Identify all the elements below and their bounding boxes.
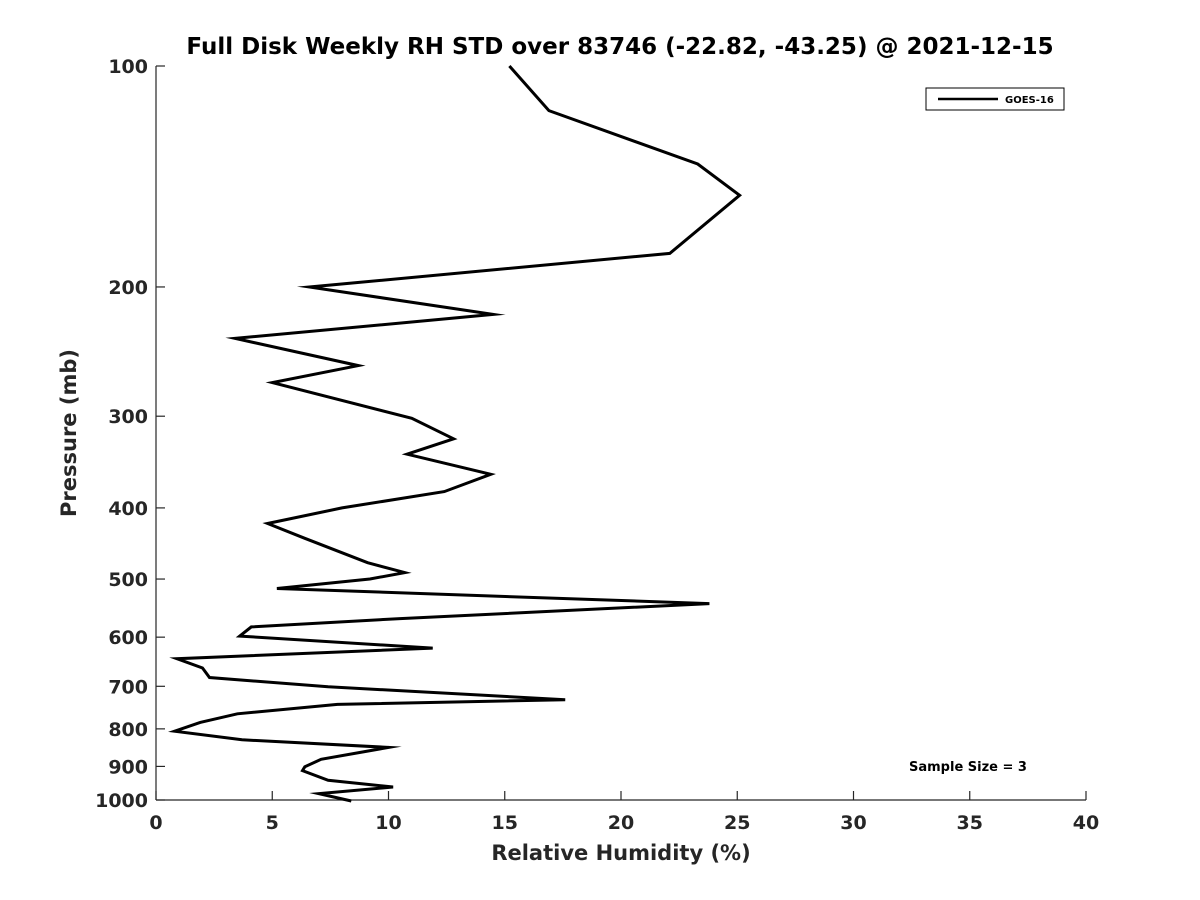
x-tick-label-40: 40	[1073, 812, 1099, 834]
x-tick-label-5: 5	[266, 812, 279, 834]
x-tick-label-30: 30	[840, 812, 866, 834]
y-tick-label-400: 400	[108, 498, 148, 520]
y-tick-label-900: 900	[108, 756, 148, 778]
y-tick-label-500: 500	[108, 569, 148, 591]
y-tick-label-100: 100	[108, 56, 148, 78]
chart-title: Full Disk Weekly RH STD over 83746 (-22.…	[186, 34, 1053, 60]
y-tick-label-800: 800	[108, 719, 148, 741]
x-tick-label-15: 15	[492, 812, 518, 834]
y-tick-label-700: 700	[108, 676, 148, 698]
x-tick-label-20: 20	[608, 812, 634, 834]
legend: GOES-16	[925, 87, 1065, 111]
legend-label-goes-16: GOES-16	[1005, 95, 1054, 106]
x-tick-label-25: 25	[724, 812, 750, 834]
x-tick-label-10: 10	[375, 812, 401, 834]
y-ticks: 100 200 300 400 500 600 700 800 900 1000	[95, 56, 165, 812]
x-axis-label: Relative Humidity (%)	[491, 841, 750, 865]
series-line-goes-16	[168, 65, 743, 803]
x-tick-label-35: 35	[957, 812, 983, 834]
y-tick-label-1000: 1000	[95, 790, 148, 812]
y-tick-label-600: 600	[108, 627, 148, 649]
sample-size-annotation: Sample Size = 3	[909, 760, 1027, 775]
axes	[155, 66, 1086, 801]
x-ticks: 0 5 10 15 20 25 30 35 40	[149, 791, 1099, 834]
y-axis-label: Pressure (mb)	[57, 349, 81, 517]
x-tick-label-0: 0	[149, 812, 162, 834]
series-layer	[168, 65, 743, 803]
y-tick-label-200: 200	[108, 277, 148, 299]
y-tick-label-300: 300	[108, 406, 148, 428]
